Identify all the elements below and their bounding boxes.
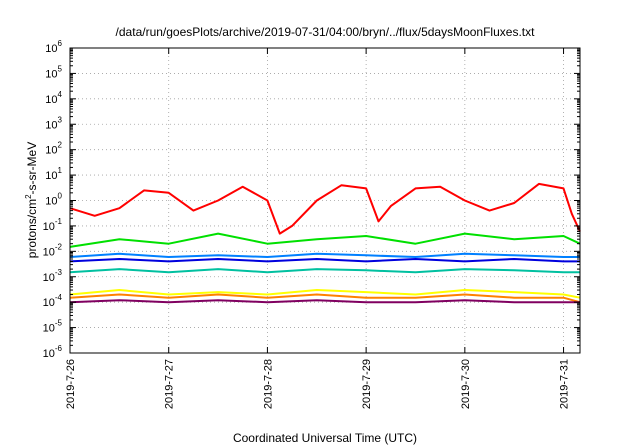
y-axis-label-rest: -s-sr-MeV xyxy=(25,142,39,195)
x-tick-label: 2019-7-27 xyxy=(164,359,176,409)
series-line-7 xyxy=(69,293,581,304)
y-tick-label: 103 xyxy=(45,115,62,131)
series-line-6 xyxy=(69,289,581,299)
y-tick-label: 10-1 xyxy=(43,217,63,233)
y-tick-base: 10 xyxy=(45,68,57,80)
y-tick-base: 10 xyxy=(45,196,57,208)
y-tick-label: 106 xyxy=(45,39,62,55)
y-tick-label: 10-5 xyxy=(43,319,63,335)
y-tick-exponent: 5 xyxy=(58,64,63,73)
y-tick-label: 100 xyxy=(45,192,62,208)
x-tick-label: 2019-7-31 xyxy=(559,359,571,409)
y-tick-label: 101 xyxy=(45,166,62,182)
x-tick-label: 2019-7-30 xyxy=(460,359,472,409)
y-axis-label: protons/cm2-s-sr-MeV xyxy=(24,142,39,258)
series-layer xyxy=(69,182,581,304)
y-tick-exponent: -5 xyxy=(55,319,63,328)
y-tick-exponent: 4 xyxy=(58,90,63,99)
y-tick-label: 10-2 xyxy=(43,242,63,258)
y-tick-base: 10 xyxy=(43,272,55,284)
y-tick-label: 104 xyxy=(45,90,62,106)
x-axis-ticks: 2019-7-26 2019-7-27 2019-7-28 2019-7-29 2019… xyxy=(65,48,571,409)
y-tick-label: 102 xyxy=(45,141,62,157)
series-line-3 xyxy=(69,252,580,258)
y-tick-base: 10 xyxy=(45,43,57,55)
y-tick-exponent: 2 xyxy=(58,141,63,150)
y-tick-exponent: 6 xyxy=(58,39,63,48)
y-tick-exponent: -4 xyxy=(55,293,63,302)
y-tick-base: 10 xyxy=(43,348,55,360)
series-line-2 xyxy=(69,232,581,248)
y-tick-exponent: -6 xyxy=(55,344,63,353)
x-tick-label: 2019-7-29 xyxy=(361,359,373,409)
chart-title: /data/run/goesPlots/archive/2019-07-31/0… xyxy=(116,25,536,39)
y-tick-label: 10-4 xyxy=(43,293,63,309)
y-tick-base: 10 xyxy=(43,297,55,309)
y-tick-exponent: 3 xyxy=(58,115,63,124)
y-tick-exponent: -3 xyxy=(55,268,63,277)
y-tick-label: 105 xyxy=(45,64,62,80)
y-tick-exponent: 0 xyxy=(58,192,63,201)
y-tick-base: 10 xyxy=(45,94,57,106)
x-tick-label: 2019-7-26 xyxy=(65,359,77,409)
y-tick-base: 10 xyxy=(43,323,55,335)
y-tick-base: 10 xyxy=(45,145,57,157)
y-tick-label: 10-3 xyxy=(43,268,63,284)
y-tick-base: 10 xyxy=(45,119,57,131)
series-line-8 xyxy=(69,299,580,304)
series-line-5 xyxy=(69,268,580,274)
y-tick-exponent: 1 xyxy=(58,166,63,175)
y-tick-base: 10 xyxy=(45,170,57,182)
y-axis-label-base: protons/cm xyxy=(25,199,39,258)
series-line-4 xyxy=(69,258,580,263)
y-tick-base: 10 xyxy=(43,246,55,258)
x-tick-label: 2019-7-28 xyxy=(262,359,274,409)
y-tick-label: 10-6 xyxy=(43,344,63,360)
y-axis-ticks: 10-610-510-410-310-210-11001011021031041… xyxy=(43,39,580,360)
series-line-1 xyxy=(69,182,581,235)
grid-lines xyxy=(70,48,580,353)
y-tick-base: 10 xyxy=(43,221,55,233)
y-axis-label-sup: 2 xyxy=(24,194,33,199)
y-tick-exponent: -1 xyxy=(55,217,63,226)
x-axis-label: Coordinated Universal Time (UTC) xyxy=(233,431,417,445)
y-tick-exponent: -2 xyxy=(55,242,63,251)
